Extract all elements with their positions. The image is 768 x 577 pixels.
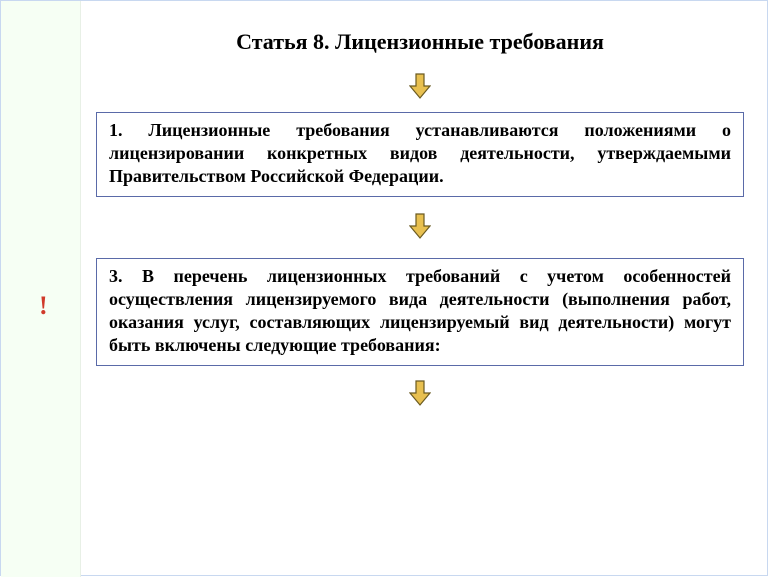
box-2-text: 3. В перечень лицензионных требований с … <box>109 265 731 357</box>
left-accent-bar: ! <box>1 1 81 577</box>
arrow-down-3 <box>91 380 749 411</box>
exclamation-mark: ! <box>39 291 48 321</box>
arrow-down-2 <box>91 213 749 244</box>
arrow-down-icon <box>409 380 431 406</box>
arrow-down-icon <box>409 73 431 99</box>
content-area: Статья 8. Лицензионные требования 1. Лиц… <box>81 1 768 577</box>
arrow-down-icon <box>409 213 431 239</box>
box-2: 3. В перечень лицензионных требований с … <box>96 258 744 366</box>
box-1: 1. Лицензионные требования устанавливают… <box>96 112 744 197</box>
box-1-text: 1. Лицензионные требования устанавливают… <box>109 119 731 188</box>
arrow-down-1 <box>91 73 749 104</box>
page-title: Статья 8. Лицензионные требования <box>91 29 749 55</box>
